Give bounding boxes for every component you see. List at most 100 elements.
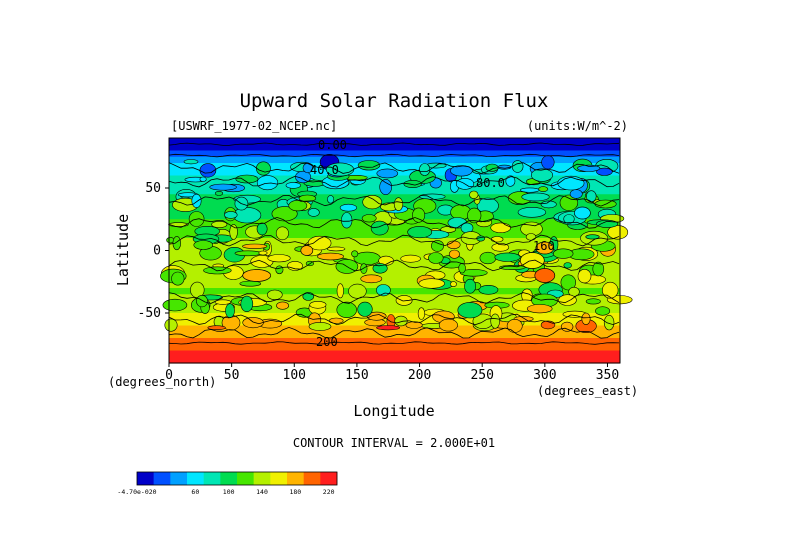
heatmap-patch xyxy=(242,243,268,249)
heatmap-patch xyxy=(360,263,368,274)
heatmap-patch xyxy=(336,301,357,319)
heatmap-band xyxy=(169,238,620,245)
heatmap-patch xyxy=(362,195,383,210)
heatmap-patch xyxy=(336,283,344,299)
heatmap-band xyxy=(169,163,620,170)
heatmap-patch xyxy=(478,284,499,295)
colorbar-swatch xyxy=(203,472,221,485)
x-tick-label: 50 xyxy=(224,368,240,383)
colorbar-tick-label: -4.70e-020 xyxy=(117,488,156,496)
heatmap-patch xyxy=(316,252,344,261)
heatmap-patch xyxy=(326,246,346,252)
heatmap-patch xyxy=(357,301,373,317)
heatmap-patch xyxy=(266,289,283,300)
heatmap-feature xyxy=(534,268,556,283)
heatmap-patch xyxy=(360,274,383,284)
heatmap-band xyxy=(169,300,620,308)
heatmap-patch xyxy=(234,250,262,257)
heatmap-patch xyxy=(199,176,207,182)
heatmap-patch xyxy=(464,278,476,294)
heatmap-patch xyxy=(552,248,574,259)
heatmap-band xyxy=(169,269,620,277)
colorbar-swatch xyxy=(270,472,288,485)
heatmap-patch xyxy=(490,313,501,329)
colorbar xyxy=(136,471,338,486)
heatmap-band xyxy=(169,188,620,195)
heatmap-patch xyxy=(199,163,217,178)
heatmap-patch xyxy=(196,295,208,308)
heatmap-patch xyxy=(308,322,332,331)
colorbar-tick-label: 140 xyxy=(256,488,268,496)
heatmap-patch xyxy=(563,214,575,224)
colorbar-swatch xyxy=(287,472,304,485)
heatmap-patch xyxy=(361,214,377,223)
heatmap-band xyxy=(169,244,620,252)
heatmap-band xyxy=(169,256,620,264)
heatmap-patch xyxy=(438,318,458,332)
heatmap-patch xyxy=(285,182,301,189)
heatmap-patch xyxy=(459,269,488,277)
heatmap-patch xyxy=(211,221,228,229)
heatmap-band xyxy=(169,175,620,183)
heatmap-patch xyxy=(511,160,524,173)
heatmap-patch xyxy=(275,226,289,241)
heatmap-patch xyxy=(448,249,460,259)
colorbar-tick-label: 180 xyxy=(289,488,301,496)
heatmap-patch xyxy=(479,251,497,265)
contour-line xyxy=(168,194,620,207)
heatmap-patch xyxy=(558,294,577,306)
colorbar-swatch xyxy=(220,472,238,485)
heatmap-patch xyxy=(581,312,591,325)
heatmap-patch xyxy=(417,307,426,320)
heatmap-patch xyxy=(224,211,238,219)
heatmap-patch xyxy=(577,269,592,284)
heatmap-patch xyxy=(339,203,358,212)
heatmap-patch xyxy=(490,222,512,234)
heatmap-patch xyxy=(256,175,279,191)
heatmap-patch xyxy=(585,298,601,305)
heatmap-patch xyxy=(327,195,335,204)
heatmap-patch xyxy=(351,250,359,258)
heatmap-patch xyxy=(287,260,303,271)
heatmap-patch xyxy=(242,317,264,329)
heatmap-patch xyxy=(225,303,235,319)
heatmap-patch xyxy=(540,200,557,209)
heatmap-texture xyxy=(160,154,633,333)
heatmap-band xyxy=(169,338,620,345)
heatmap-band xyxy=(169,144,620,152)
heatmap-patch xyxy=(193,240,214,250)
heatmap-patch xyxy=(559,194,579,211)
contour-label-40: 40.0 xyxy=(310,163,339,177)
heatmap-patch xyxy=(517,207,547,218)
heatmap-patch xyxy=(469,190,479,199)
colorbar-swatch xyxy=(187,472,204,485)
heatmap-patch xyxy=(162,298,188,312)
contour-line xyxy=(168,259,620,272)
heatmap-band xyxy=(169,306,620,314)
chart-title: Upward Solar Radiation Flux xyxy=(240,90,549,112)
colorbar-swatch xyxy=(303,472,321,485)
y-axis-ticks: -50 0 50 xyxy=(138,181,169,321)
heatmap-patch xyxy=(538,186,549,192)
heatmap-patch xyxy=(267,254,291,263)
heatmap-patch xyxy=(214,190,224,196)
heatmap-band xyxy=(169,263,620,270)
colorbar-swatch xyxy=(170,472,188,485)
heatmap-patch xyxy=(307,235,332,251)
colorbar-swatch xyxy=(137,472,154,485)
heatmap-patch xyxy=(235,174,259,184)
heatmap-feature xyxy=(300,245,314,256)
x-axis-label: Longitude xyxy=(353,402,434,420)
heatmap-patch xyxy=(405,321,423,329)
heatmap-patch xyxy=(418,278,445,289)
heatmap-patch xyxy=(585,234,600,240)
heatmap-patch xyxy=(240,295,254,313)
heatmap-patch xyxy=(490,236,504,243)
heatmap-patch xyxy=(191,193,202,208)
contour-line xyxy=(168,175,620,188)
heatmap-patch xyxy=(494,252,521,262)
contour-line xyxy=(168,162,620,174)
heatmap-patch xyxy=(541,155,555,170)
heatmap-patch xyxy=(430,240,444,252)
